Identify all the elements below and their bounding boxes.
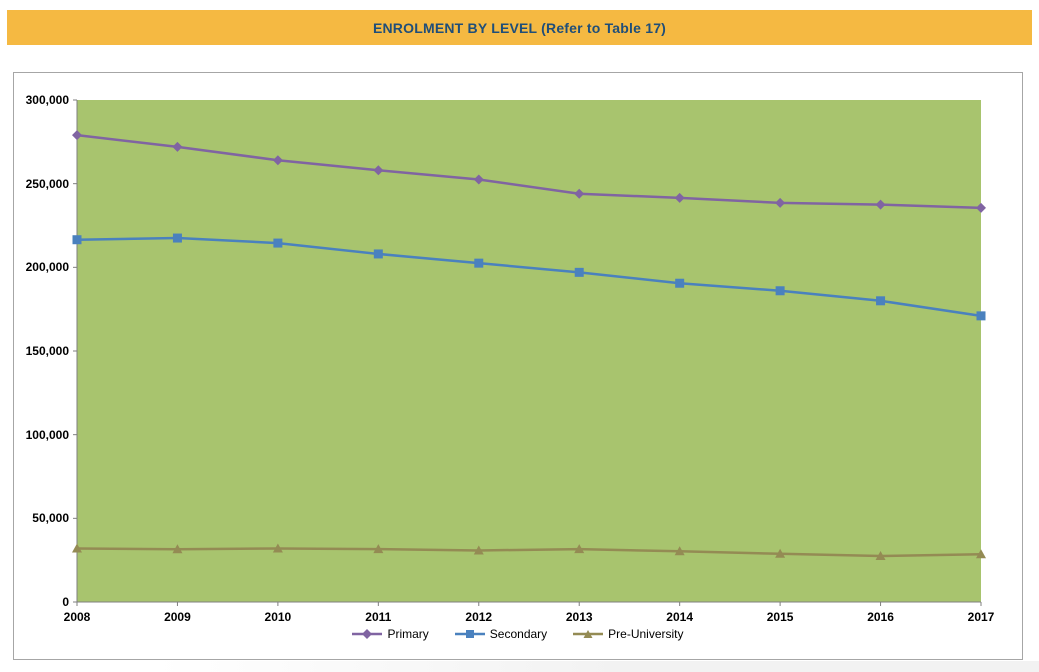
series-marker-secondary [373,249,383,259]
series-marker-primary [473,174,484,185]
series-marker-secondary [976,311,986,321]
series-marker-pre-university [373,544,384,554]
x-tick-label: 2013 [565,610,593,624]
chart-legend: Primary Secondary Pre-University [14,627,1022,641]
series-marker-primary [976,202,986,213]
series-marker-primary [272,155,283,166]
series-marker-secondary [72,235,82,245]
series-marker-pre-university [574,544,585,554]
series-marker-secondary [876,296,886,306]
series-marker-primary [172,141,183,152]
series-marker-pre-university [272,543,283,553]
series-marker-secondary [775,286,785,296]
series-marker-pre-university [775,548,786,558]
series-marker-pre-university [674,546,685,556]
series-marker-pre-university [976,549,986,559]
legend-item-primary: Primary [352,627,429,641]
legend-triangle-icon [573,630,604,638]
series-marker-pre-university [172,544,183,554]
series-marker-secondary [273,238,283,248]
chart-title: ENROLMENT BY LEVEL (Refer to Table 17) [372,19,667,36]
series-marker-secondary [172,233,182,243]
series-marker-primary [373,165,384,176]
x-tick-label: 2015 [766,610,794,624]
x-tick-label: 2014 [666,610,693,624]
x-tick-label: 2010 [264,610,292,624]
legend-label: Secondary [489,627,548,641]
series-line-primary [76,133,982,210]
title-banner: ENROLMENT BY LEVEL (Refer to Table 17) [7,10,1032,45]
page-bottom-strip [0,661,1039,672]
x-tick-label: 2012 [465,610,493,624]
series-marker-pre-university [72,543,82,553]
legend-item-secondary: Secondary [454,627,548,641]
y-tick-label: 250,000 [25,176,69,191]
series-marker-primary [72,130,82,141]
legend-item-pre-university: Pre-University [573,627,684,641]
y-tick-label: 50,000 [32,511,69,526]
x-tick-label: 2009 [164,610,191,624]
series-marker-primary [775,197,786,208]
y-tick-label: 100,000 [25,427,69,442]
y-tick-label: 300,000 [25,93,69,107]
series-marker-primary [574,188,585,199]
series-marker-primary [875,199,886,210]
legend-diamond-icon [352,629,383,639]
series-marker-secondary [474,258,484,268]
legend-square-icon [454,630,485,638]
series-marker-primary [674,192,685,203]
series-marker-pre-university [875,550,886,560]
series-marker-pre-university [473,545,484,555]
series-marker-secondary [574,267,584,277]
plot-area [77,100,981,602]
series-line-secondary [76,236,982,318]
chart-container: 0 50,000 100,000 150,000 200,000 250,000 300,0… [13,72,1023,660]
y-tick-label: 200,000 [25,260,69,275]
y-tick-label: 150,000 [25,344,69,358]
y-tick-label: 0 [62,595,69,609]
series-marker-secondary [675,278,685,288]
legend-label: Pre-University [608,627,684,641]
legend-label: Primary [387,627,429,641]
x-tick-label: 2017 [967,610,995,624]
x-tick-label: 2011 [365,610,392,624]
x-tick-label: 2008 [63,610,91,624]
line-chart-plot [72,99,986,606]
x-tick-label: 2016 [867,610,894,624]
series-line-pre-university [76,547,982,558]
